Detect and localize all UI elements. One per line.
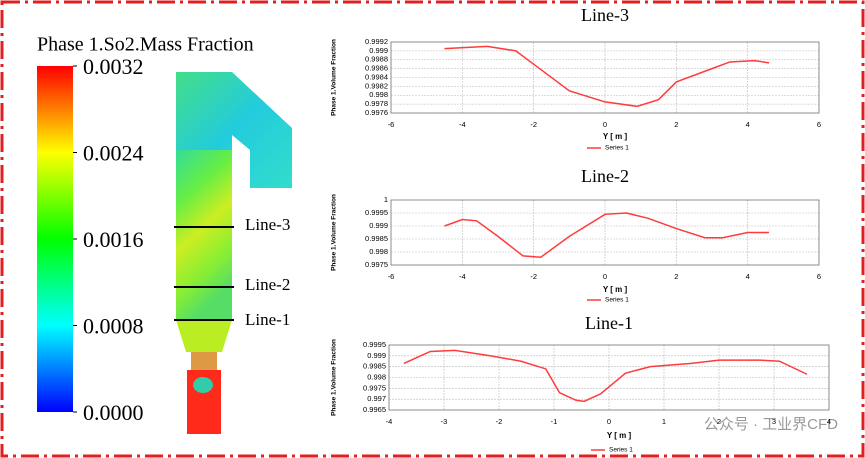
- x-tick-label: 4: [746, 272, 750, 281]
- colorbar-tick-label: 0.0000: [83, 400, 144, 425]
- y-tick-label: 0.9984: [365, 72, 388, 81]
- y-tick-label: 0.998: [369, 247, 388, 256]
- y-tick-label: 1: [384, 195, 388, 204]
- y-tick-label: 0.9975: [363, 383, 386, 392]
- x-tick-label: 0: [607, 417, 611, 426]
- x-axis-label: Y [ m ]: [603, 132, 628, 141]
- y-tick-label: 0.999: [369, 46, 388, 55]
- y-tick-label: 0.9985: [365, 234, 388, 243]
- x-tick-label: 2: [674, 120, 678, 129]
- plot-frame: [390, 41, 820, 114]
- x-tick-label: -2: [496, 417, 503, 426]
- legend-label: Series 1: [609, 447, 633, 454]
- line-label: Line-2: [245, 275, 290, 294]
- x-tick-label: 3: [772, 417, 776, 426]
- data-line: [444, 45, 770, 108]
- data-line: [444, 212, 770, 258]
- legend-label: Series 1: [605, 145, 629, 152]
- colorbar-tick-label: 0.0008: [83, 314, 144, 339]
- x-tick-label: -2: [530, 272, 537, 281]
- y-tick-label: 0.998: [369, 90, 388, 99]
- x-tick-label: 0: [603, 272, 607, 281]
- x-axis-label: Y [ m ]: [603, 285, 628, 294]
- line-label: Line-1: [245, 310, 290, 329]
- y-axis-label: Phase 1.Volume Fraction: [331, 339, 338, 416]
- y-tick-label: 0.9982: [365, 81, 388, 90]
- x-tick-label: -2: [530, 120, 537, 129]
- x-tick-label: -4: [459, 272, 466, 281]
- chart-title: Line-1: [585, 313, 633, 333]
- colorbar-tick-label: 0.0016: [83, 227, 144, 252]
- x-tick-label: -6: [388, 272, 395, 281]
- y-tick-label: 0.9992: [365, 37, 388, 46]
- y-tick-label: 0.9985: [363, 362, 386, 371]
- x-tick-label: -6: [388, 120, 395, 129]
- y-tick-label: 0.9995: [365, 208, 388, 217]
- y-axis-label: Phase 1.Volume Fraction: [331, 39, 338, 116]
- chart-title: Line-2: [581, 166, 629, 186]
- y-tick-label: 0.9988: [365, 55, 388, 64]
- x-tick-label: -1: [551, 417, 558, 426]
- colorbar: [37, 66, 73, 412]
- y-tick-label: 0.999: [369, 221, 388, 230]
- x-tick-label: 6: [817, 120, 821, 129]
- line-label: Line-3: [245, 215, 290, 234]
- plot-frame: [390, 199, 820, 266]
- x-tick-label: 2: [674, 272, 678, 281]
- y-axis-label: Phase 1.Volume Fraction: [331, 194, 338, 271]
- x-tick-label: 1: [662, 417, 666, 426]
- x-tick-label: 4: [746, 120, 750, 129]
- y-tick-label: 0.9986: [365, 64, 388, 73]
- y-tick-label: 0.998: [367, 372, 386, 381]
- data-line: [403, 349, 808, 403]
- y-tick-label: 0.999: [367, 351, 386, 360]
- y-tick-label: 0.997: [367, 394, 386, 403]
- x-tick-label: 6: [817, 272, 821, 281]
- y-tick-label: 0.9975: [365, 260, 388, 269]
- x-tick-label: 2: [717, 417, 721, 426]
- y-tick-label: 0.9965: [363, 405, 386, 414]
- x-tick-label: -4: [459, 120, 466, 129]
- y-tick-label: 0.9978: [365, 99, 388, 108]
- colorbar-tick-label: 0.0024: [83, 141, 144, 166]
- x-tick-label: -4: [386, 417, 393, 426]
- x-tick-label: 4: [827, 417, 831, 426]
- colorbar-title: Phase 1.So2.Mass Fraction: [37, 34, 254, 56]
- x-axis-label: Y [ m ]: [607, 431, 632, 440]
- watermark: 公众号 · 工业界CFD: [704, 416, 838, 433]
- chart-title: Line-3: [581, 5, 629, 25]
- x-tick-label: -3: [441, 417, 448, 426]
- y-tick-label: 0.9976: [365, 108, 388, 117]
- y-tick-label: 0.9995: [363, 340, 386, 349]
- legend-label: Series 1: [605, 297, 629, 304]
- colorbar-tick-label: 0.0032: [83, 54, 144, 79]
- geometry: Line-3 Line-2 Line-1: [174, 72, 292, 434]
- x-tick-label: 0: [603, 120, 607, 129]
- plot-frame: [388, 344, 830, 411]
